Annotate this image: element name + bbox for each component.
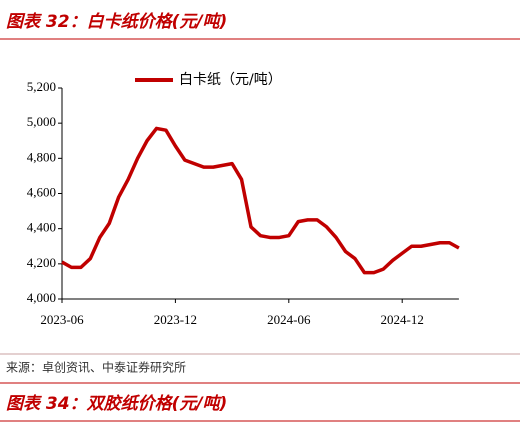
y-tick-label: 4,200 bbox=[27, 255, 56, 270]
source-note: 来源：卓创资讯、中泰证券研究所 bbox=[6, 360, 186, 375]
y-tick-label: 4,400 bbox=[27, 220, 56, 235]
legend-label: 白卡纸（元/吨） bbox=[179, 72, 282, 88]
x-tick-label: 2023-06 bbox=[40, 312, 84, 327]
y-tick-label: 5,200 bbox=[27, 79, 56, 94]
x-tick-label: 2023-12 bbox=[154, 312, 197, 327]
chart: 4,000 4,200 4,400 4,600 4,800 5,000 5,200 2023-… bbox=[27, 72, 460, 327]
figure-title: 图表 32：白卡纸价格(元/吨) bbox=[6, 12, 227, 32]
y-tick-label: 4,600 bbox=[27, 184, 56, 199]
y-tick-label: 4,000 bbox=[27, 290, 56, 305]
x-tick-label: 2024-06 bbox=[267, 312, 311, 327]
y-tick-label: 5,000 bbox=[27, 114, 56, 129]
y-tick-label: 4,800 bbox=[27, 149, 56, 164]
next-figure-title: 图表 34：双胶纸价格(元/吨) bbox=[6, 394, 227, 414]
x-tick-label: 2024-12 bbox=[381, 312, 424, 327]
data-line bbox=[61, 126, 460, 275]
